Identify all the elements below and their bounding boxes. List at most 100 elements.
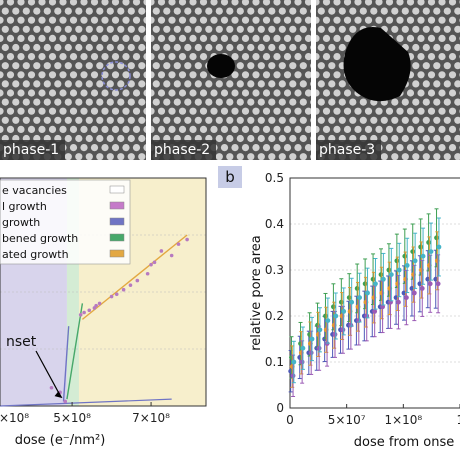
atom-dot [294, 53, 302, 61]
atom-dot [138, 134, 146, 143]
atom-dot [236, 116, 244, 124]
atom-dot [75, 62, 83, 70]
atom-dot [80, 107, 88, 115]
atom-dot [231, 89, 239, 97]
atom-dot [38, 125, 46, 133]
atom-dot [364, 107, 373, 115]
legend-swatch [109, 233, 125, 242]
data-point [299, 359, 305, 365]
atom-dot [151, 34, 155, 42]
atom-dot [226, 116, 234, 124]
atom-dot [438, 107, 446, 115]
atom-dot [252, 89, 260, 97]
atom-dot [6, 34, 15, 43]
atom-dot [117, 153, 125, 160]
atom-dot [210, 89, 218, 97]
atom-dot [85, 153, 93, 160]
atom-dot [122, 16, 130, 24]
atom-dot [343, 125, 352, 133]
atom-dot [316, 125, 320, 133]
atom-dot [354, 0, 362, 6]
atom-dot [85, 62, 93, 70]
atom-dot [143, 53, 146, 61]
atom-dot [194, 62, 202, 70]
atom-dot [80, 71, 88, 79]
atom-dot [299, 80, 307, 88]
atom-dot [117, 43, 125, 52]
atom-dot [454, 153, 460, 160]
atom-dot [422, 7, 430, 15]
atom-dot [454, 62, 460, 70]
atom-dot [433, 116, 441, 124]
atom-dot [349, 116, 357, 124]
atom-dot [443, 153, 451, 160]
atom-dot [178, 89, 187, 97]
atom-dot [322, 107, 331, 115]
atom-dot [299, 153, 307, 160]
atom-dot [268, 153, 276, 160]
atom-dot [132, 144, 141, 152]
atom-dot [448, 16, 457, 24]
atom-dot [163, 62, 171, 70]
atom-dot [22, 7, 30, 15]
atom-dot [43, 7, 51, 15]
atom-dot [106, 7, 114, 15]
atom-dot [438, 34, 446, 43]
atom-dot [278, 25, 286, 33]
atom-dot [173, 98, 181, 106]
atom-dot [59, 0, 67, 6]
atom-dot [316, 89, 320, 97]
atom-dot [194, 7, 202, 15]
atom-dot [385, 125, 394, 133]
atom-dot [278, 153, 286, 160]
atom-dot [364, 125, 373, 133]
data-point [308, 350, 314, 356]
atom-dot [294, 71, 302, 79]
atom-dot [194, 80, 202, 88]
atom-dot [304, 89, 311, 97]
atom-dot [111, 107, 120, 115]
atom-dot [322, 89, 331, 97]
atom-dot [422, 98, 430, 106]
atom-dot [317, 7, 325, 15]
atom-dot [226, 153, 234, 160]
atom-dot [54, 7, 62, 15]
atom-dot [152, 43, 160, 52]
atom-dot [322, 71, 331, 79]
atom-dot [273, 16, 281, 24]
data-point [152, 260, 157, 265]
atom-dot [69, 107, 78, 115]
atom-dot [252, 16, 260, 24]
data-point [300, 345, 306, 351]
micrograph-phase-2-image [151, 0, 311, 160]
atom-dot [241, 34, 250, 43]
atom-dot [417, 144, 425, 152]
atom-dot [132, 16, 141, 24]
atom-dot [289, 153, 297, 160]
atom-dot [427, 71, 436, 79]
atom-dot [283, 89, 292, 97]
data-point [323, 313, 328, 319]
atom-dot [117, 98, 125, 106]
atom-dot [433, 43, 441, 52]
atom-dot [90, 16, 99, 24]
data-point [309, 336, 315, 342]
atom-dot [241, 71, 250, 79]
atom-dot [1, 43, 9, 52]
atom-dot [151, 125, 155, 133]
atom-dot [294, 144, 302, 152]
atom-dot [80, 34, 88, 43]
atom-dot [343, 107, 352, 115]
data-point [169, 253, 174, 258]
atom-dot [106, 134, 114, 143]
atom-dot [412, 153, 420, 160]
atom-dot [299, 43, 307, 52]
data-point [121, 287, 126, 292]
atom-dot [215, 80, 223, 88]
atom-dot [43, 80, 51, 88]
atom-dot [454, 98, 460, 106]
atom-dot [168, 71, 176, 79]
atom-dot [12, 25, 20, 33]
atom-dot [401, 134, 409, 143]
atom-dot [64, 62, 72, 70]
